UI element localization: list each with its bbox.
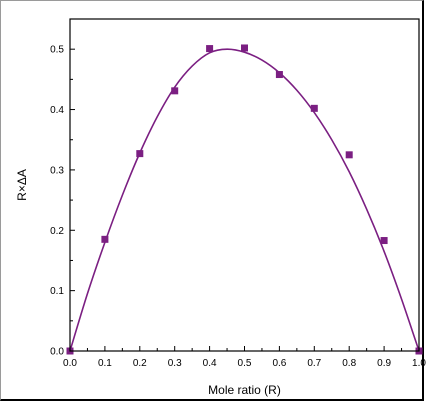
x-tick-label: 0.2 [133, 358, 147, 369]
x-tick-label: 0.1 [98, 358, 112, 369]
data-point [206, 45, 214, 53]
x-tick-label: 1.0 [412, 358, 426, 369]
data-point [241, 44, 248, 52]
x-tick-label: 0.8 [342, 358, 356, 369]
axis-ticks [69, 48, 420, 352]
y-tick-label: 0.1 [50, 286, 64, 297]
x-tick-label: 0.5 [238, 358, 252, 369]
x-tick-label: 0.3 [168, 358, 182, 369]
x-tick-label: 0.6 [272, 358, 286, 369]
x-tick-label: 0.9 [377, 358, 391, 369]
y-tick-label: 0.0 [50, 347, 64, 358]
data-point [275, 71, 283, 79]
data-point [380, 237, 388, 245]
x-tick-label: 0.0 [63, 358, 77, 369]
plot-area [69, 18, 420, 352]
y-tick-label: 0.4 [50, 105, 64, 116]
x-tick-label: 0.4 [203, 358, 217, 369]
data-point [101, 235, 109, 243]
y-axis-label: R×ΔA [15, 169, 29, 201]
data-point [310, 104, 318, 112]
y-tick-label: 0.3 [50, 165, 64, 176]
data-point [345, 151, 353, 159]
data-point [171, 87, 179, 95]
y-tick-label: 0.2 [50, 226, 64, 237]
y-tick-label: 0.5 [50, 45, 64, 56]
fit-curve [69, 48, 420, 352]
tick-labels: 0.0 0.1 0.2 0.3 0.4 0.5 0.6 0.7 0.8 0.9 1.0 0.0 0.1 0… [50, 45, 426, 369]
x-axis-label: Mole ratio (R) [208, 383, 281, 397]
data-point [136, 150, 144, 158]
x-tick-label: 0.7 [307, 358, 321, 369]
